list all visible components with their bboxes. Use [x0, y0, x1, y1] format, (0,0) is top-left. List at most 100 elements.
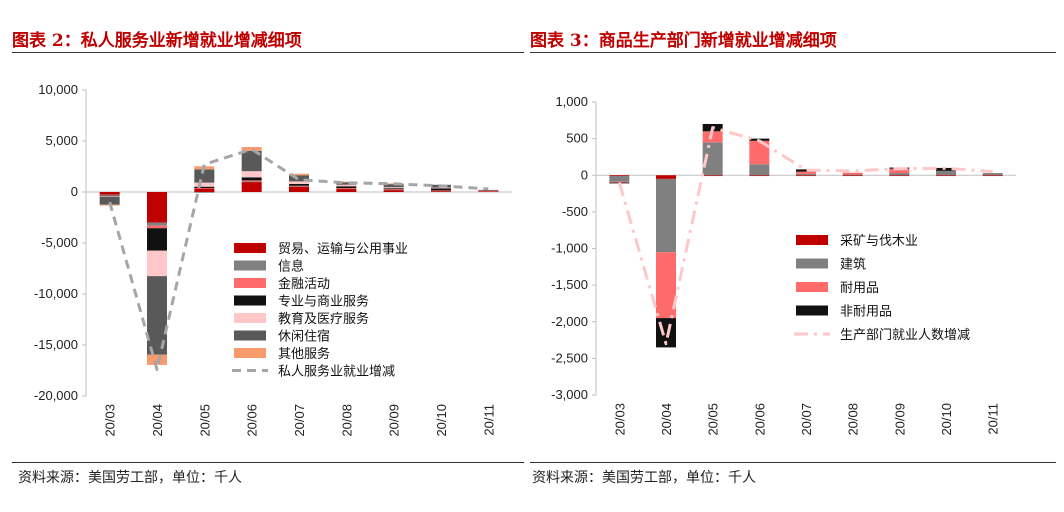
bar-segment — [656, 175, 676, 179]
legend-label: 非耐用品 — [840, 304, 892, 319]
bar-segment — [289, 185, 309, 187]
total-line — [617, 126, 993, 346]
bar-segment — [241, 147, 262, 151]
bar-segment — [289, 175, 309, 182]
legend-label: 建筑 — [840, 257, 866, 272]
bar-segment — [194, 169, 215, 183]
bar-segment — [431, 188, 451, 191]
bar-segment — [383, 189, 404, 192]
bar-segment — [241, 177, 262, 181]
bar-segment — [147, 228, 167, 251]
legend-label: 金融活动 — [278, 276, 330, 291]
legend-label: 贸易、运输与公用事业 — [278, 241, 408, 256]
legend-label: 信息 — [278, 259, 304, 274]
legend-swatch — [796, 282, 828, 292]
bar-segment — [336, 188, 357, 192]
bar-segment — [289, 186, 309, 187]
x-tick-label: 20/09 — [892, 403, 907, 436]
y-tick-label: 1,000 — [555, 94, 588, 109]
bar-segment — [936, 175, 956, 177]
legend-swatch — [796, 258, 828, 269]
x-tick-label: 20/04 — [150, 404, 165, 437]
source-note: 资料来源：美国劳工部，单位：千人 — [532, 470, 756, 486]
y-tick-label: -10,000 — [34, 286, 78, 301]
bar-segment — [889, 173, 910, 176]
services-employment-chart: 10,000 5,000 0 -5,000 -10,000 -15,000 -20,000 2… — [34, 82, 512, 437]
legend-swatch — [234, 243, 266, 253]
y-tick-label: -1,500 — [551, 277, 588, 292]
legend-swatch — [234, 348, 266, 358]
bar-segment — [478, 190, 499, 192]
legend-label: 生产部门就业人数增减 — [840, 327, 970, 342]
legend-label: 专业与商业服务 — [278, 294, 369, 309]
bar-segment — [702, 142, 723, 176]
figure-left: 图表 2：私人服务业新增就业增减细项 10,000 5,000 0 -5,000 -10… — [0, 0, 524, 512]
bar-segment — [147, 354, 167, 365]
legend-label: 教育及医疗服务 — [278, 311, 369, 326]
bar-segment — [241, 171, 262, 178]
bar-segment — [241, 181, 262, 192]
x-tick-label: 20/04 — [659, 403, 674, 436]
bar-segment — [383, 189, 404, 191]
y-tick-label: -1,000 — [551, 241, 588, 256]
bar-segment — [796, 175, 816, 177]
title-divider — [12, 52, 524, 53]
legend-swatch — [234, 260, 266, 271]
bar-segment — [889, 175, 910, 177]
bar-segment — [842, 172, 863, 175]
bar-segment — [147, 276, 167, 355]
bar-segment — [241, 181, 262, 183]
source-note: 资料来源：美国劳工部，单位：千人 — [18, 470, 242, 486]
x-tick-label: 20/10 — [434, 404, 449, 437]
bar-segment — [99, 196, 120, 205]
bar-segment — [478, 189, 499, 191]
x-tick-label: 20/07 — [799, 403, 814, 436]
bar-segment — [194, 192, 215, 193]
x-tick-label: 20/07 — [292, 404, 307, 437]
source-divider — [530, 462, 1056, 463]
y-tick-label: 500 — [566, 131, 588, 146]
legend-label: 其他服务 — [278, 346, 330, 361]
goods-employment-chart: 1,000 500 0 -500 -1,000 -1,500 -2,000 -2,500 -3,… — [551, 94, 1016, 436]
y-tick-label: -2,000 — [551, 314, 588, 329]
bar-segment — [982, 175, 1003, 177]
y-tick-label: 0 — [581, 167, 588, 182]
x-tick-label: 20/08 — [846, 403, 861, 436]
bar-segment — [336, 181, 357, 183]
bar-segment — [609, 175, 630, 177]
legend-swatch — [234, 330, 266, 341]
bar-segment — [431, 190, 451, 192]
title-divider — [530, 52, 1056, 53]
bar-segment — [147, 192, 167, 223]
y-tick-label: -3,000 — [551, 387, 588, 402]
x-tick-label: 20/11 — [481, 404, 496, 436]
bar-segment — [936, 170, 956, 176]
legend-swatch — [796, 305, 828, 316]
bar-segment — [702, 131, 723, 143]
x-tick-label: 20/10 — [939, 403, 954, 436]
bar-segment — [796, 169, 816, 172]
bar-segment — [383, 188, 404, 190]
bar-segment — [478, 190, 499, 191]
bar-segment — [241, 180, 262, 182]
bar-segment — [336, 184, 357, 187]
bar-segment — [99, 195, 120, 197]
y-tick-label: -5,000 — [41, 235, 78, 250]
bar-segment — [431, 187, 451, 189]
bar-segment — [289, 183, 309, 186]
bar-segment — [336, 182, 357, 185]
bar-segment — [936, 167, 956, 171]
legend-label: 休闲住宿 — [278, 329, 330, 344]
bar-segment — [702, 175, 723, 177]
legend-label: 采矿与伐木业 — [840, 233, 918, 248]
bar-segment — [147, 222, 167, 226]
figure-right: 图表 3：商品生产部门新增就业增减细项 1,000 500 0 -500 -1,000 -… — [528, 0, 1060, 512]
bar-segment — [289, 181, 309, 184]
bar-segment — [241, 150, 262, 172]
bar-segment — [289, 186, 309, 192]
x-tick-label: 20/05 — [197, 404, 212, 437]
bar-segment — [194, 188, 215, 192]
bar-segment — [336, 186, 357, 189]
y-tick-label: 5,000 — [45, 133, 78, 148]
bar-segment — [982, 173, 1003, 176]
